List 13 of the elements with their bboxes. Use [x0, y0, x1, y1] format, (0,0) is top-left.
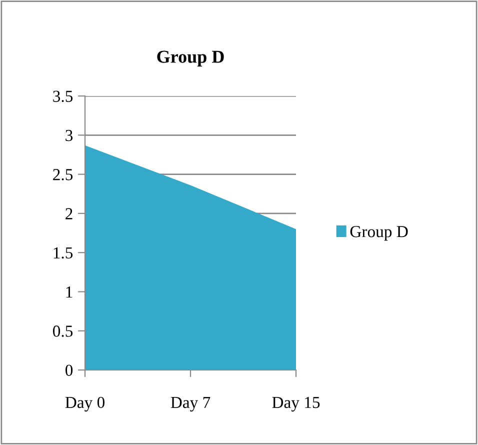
x-tick-label: Day 15: [272, 396, 320, 412]
chart-title: Group D: [157, 50, 224, 67]
y-tick-label: 0.5: [52, 326, 73, 337]
y-tick-label: 2: [66, 208, 72, 220]
y-tick-label: 1: [66, 286, 72, 298]
y-tick-label: 3: [66, 130, 73, 142]
y-tick-label: 1.5: [54, 247, 73, 259]
y-tick-label: 2.5: [53, 169, 73, 180]
legend-label: Group D: [350, 226, 408, 241]
x-tick-label: Day 7: [170, 396, 210, 412]
y-tick-label: 3.5: [53, 90, 73, 102]
x-tick-label: Day 0: [65, 396, 104, 412]
y-tick-label: 0: [65, 364, 73, 376]
